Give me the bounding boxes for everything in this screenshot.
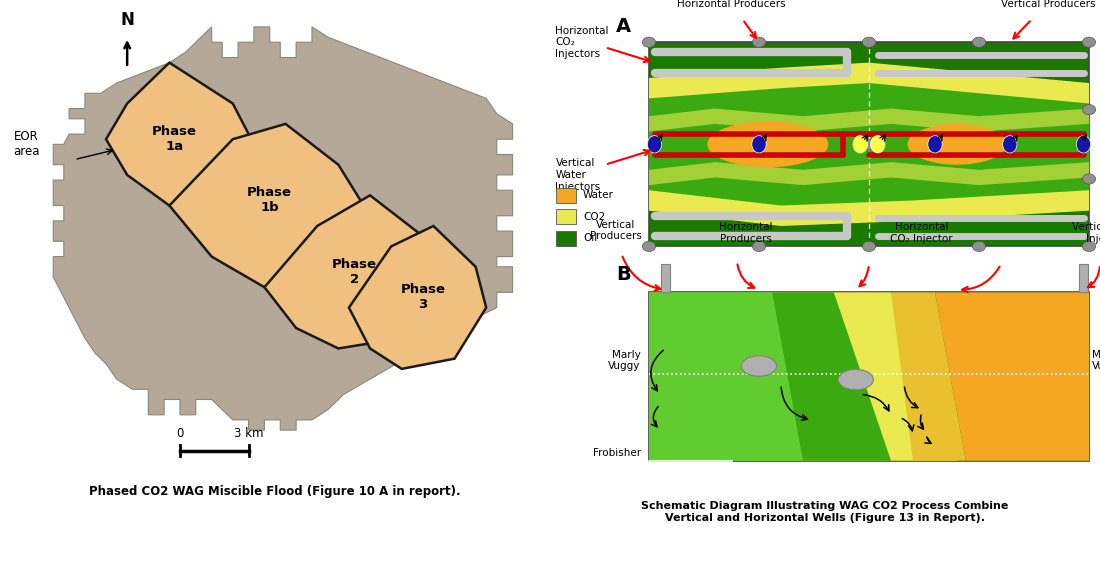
Ellipse shape	[1003, 136, 1016, 153]
FancyBboxPatch shape	[556, 231, 576, 246]
Polygon shape	[53, 27, 513, 430]
Text: Marly
Vuggy: Marly Vuggy	[608, 350, 640, 371]
Ellipse shape	[1082, 37, 1096, 48]
Ellipse shape	[642, 241, 656, 252]
Ellipse shape	[1082, 104, 1096, 115]
Text: Phase
1a: Phase 1a	[152, 125, 197, 153]
Text: Vertical
Producers: Vertical Producers	[590, 220, 642, 241]
Text: Horizontal
CO₂ Injector: Horizontal CO₂ Injector	[891, 222, 953, 244]
Text: Horizontal
Producers: Horizontal Producers	[719, 222, 772, 244]
Polygon shape	[649, 292, 1089, 461]
Ellipse shape	[862, 139, 876, 150]
Polygon shape	[169, 124, 370, 287]
Ellipse shape	[972, 37, 986, 48]
Text: Horizontal
CO₂
Injectors: Horizontal CO₂ Injectors	[556, 26, 609, 59]
Text: B: B	[616, 264, 630, 284]
Polygon shape	[349, 226, 486, 369]
Text: CO2: CO2	[583, 212, 605, 222]
Text: Phased CO2 WAG Miscible Flood (Figure 10 A in report).: Phased CO2 WAG Miscible Flood (Figure 10…	[89, 485, 461, 498]
Ellipse shape	[1082, 174, 1096, 184]
Polygon shape	[649, 108, 1089, 132]
Ellipse shape	[838, 369, 873, 390]
Ellipse shape	[871, 136, 884, 153]
Ellipse shape	[751, 136, 766, 153]
FancyBboxPatch shape	[661, 264, 670, 292]
Polygon shape	[106, 63, 254, 205]
Ellipse shape	[1076, 136, 1091, 153]
Ellipse shape	[862, 241, 876, 252]
Text: Vertical Water
Injectors: Vertical Water Injectors	[1071, 222, 1100, 244]
Text: Frobisher: Frobisher	[593, 448, 640, 458]
Polygon shape	[891, 292, 966, 461]
Text: Phase
2: Phase 2	[332, 258, 376, 286]
Ellipse shape	[972, 241, 986, 252]
Ellipse shape	[647, 136, 661, 153]
Ellipse shape	[707, 121, 828, 167]
Ellipse shape	[908, 124, 1007, 165]
Polygon shape	[649, 292, 957, 461]
Polygon shape	[649, 162, 1089, 185]
FancyBboxPatch shape	[649, 42, 1089, 246]
Text: 3 km: 3 km	[234, 427, 263, 440]
Text: EOR
area: EOR area	[13, 130, 40, 158]
Ellipse shape	[927, 136, 942, 153]
Polygon shape	[649, 292, 891, 461]
Polygon shape	[935, 292, 1089, 461]
FancyBboxPatch shape	[556, 188, 576, 203]
FancyBboxPatch shape	[1079, 264, 1088, 292]
Polygon shape	[649, 292, 803, 461]
Ellipse shape	[854, 136, 867, 153]
Text: Marly
Vuggy: Marly Vuggy	[1091, 350, 1100, 371]
Ellipse shape	[642, 37, 656, 48]
Ellipse shape	[752, 241, 766, 252]
Text: Horizontal Producers: Horizontal Producers	[678, 0, 785, 9]
Text: Water: Water	[583, 190, 614, 200]
Polygon shape	[264, 195, 444, 349]
Text: A: A	[616, 17, 631, 36]
Text: Phase
3: Phase 3	[400, 284, 446, 311]
Ellipse shape	[741, 356, 777, 376]
Polygon shape	[649, 63, 1089, 226]
Text: 0: 0	[176, 427, 184, 440]
Text: Vertical Producers: Vertical Producers	[1001, 0, 1096, 9]
Ellipse shape	[862, 37, 876, 48]
FancyBboxPatch shape	[556, 209, 576, 224]
Text: Schematic Diagram Illustrating WAG CO2 Process Combine
Vertical and Horizontal W: Schematic Diagram Illustrating WAG CO2 P…	[641, 501, 1009, 523]
Polygon shape	[649, 83, 1089, 205]
Ellipse shape	[752, 37, 766, 48]
Ellipse shape	[1082, 241, 1096, 252]
Text: Phase
1b: Phase 1b	[248, 186, 293, 215]
Text: N: N	[120, 12, 134, 30]
Text: Oil: Oil	[583, 233, 597, 243]
Text: Vertical
Water
Injectors: Vertical Water Injectors	[556, 158, 601, 191]
